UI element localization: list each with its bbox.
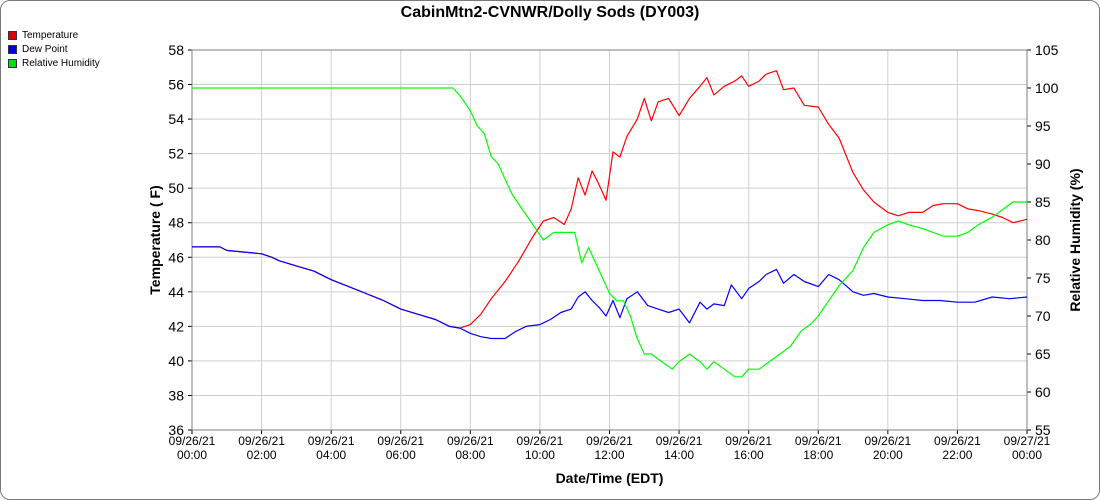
legend-item-dew-point: Dew Point — [8, 42, 100, 56]
legend-label-relative-humidity: Relative Humidity — [22, 57, 100, 69]
x-tick-label-date: 09/26/21 — [238, 434, 285, 448]
x-tick-label-date: 09/27/21 — [1004, 434, 1051, 448]
legend-swatch-dew-point — [8, 44, 17, 54]
x-tick-label-time: 00:00 — [177, 448, 207, 462]
legend-swatch-temperature — [8, 30, 17, 40]
y-left-tick-label: 54 — [168, 111, 184, 127]
x-tick-label-date: 09/26/21 — [934, 434, 981, 448]
y-right-tick-label: 75 — [1035, 270, 1051, 286]
x-tick-label-time: 06:00 — [386, 448, 416, 462]
x-tick-label-date: 09/26/21 — [795, 434, 842, 448]
x-tick-label-date: 09/26/21 — [447, 434, 494, 448]
x-tick-label-time: 18:00 — [803, 448, 833, 462]
legend-label-dew-point: Dew Point — [22, 43, 68, 55]
x-tick-label-time: 00:00 — [1012, 448, 1042, 462]
y-right-tick-label: 105 — [1035, 42, 1059, 58]
x-tick-label-time: 14:00 — [664, 448, 694, 462]
x-tick-label-date: 09/26/21 — [586, 434, 633, 448]
y-left-tick-label: 58 — [168, 42, 184, 58]
x-tick-label-time: 22:00 — [942, 448, 972, 462]
y-left-tick-label: 44 — [168, 284, 184, 300]
y-left-tick-label: 36 — [168, 422, 184, 438]
series-line-dew-point — [192, 246, 1028, 340]
legend-item-temperature: Temperature — [8, 28, 100, 42]
x-tick-label-time: 04:00 — [316, 448, 346, 462]
x-tick-label-time: 20:00 — [873, 448, 903, 462]
plot-border — [191, 49, 1028, 431]
y-right-tick-label: 70 — [1035, 308, 1051, 324]
legend-label-temperature: Temperature — [22, 29, 79, 41]
x-tick-label-date: 09/26/21 — [169, 434, 216, 448]
y-left-tick-label: 38 — [168, 387, 184, 403]
x-tick-label-time: 08:00 — [455, 448, 485, 462]
x-tick-label-time: 12:00 — [594, 448, 624, 462]
y-right-axis-label: Relative Humidity (%) — [1067, 168, 1083, 311]
y-right-tick-label: 95 — [1035, 118, 1051, 134]
x-tick-label-date: 09/26/21 — [725, 434, 772, 448]
y-left-tick-label: 42 — [168, 318, 184, 334]
x-tick-label-time: 10:00 — [525, 448, 555, 462]
y-right-tick-label: 85 — [1035, 194, 1051, 210]
series-line-relative-humidity — [192, 87, 1027, 378]
y-left-tick-label: 46 — [168, 249, 184, 265]
y-left-tick-label: 40 — [168, 353, 184, 369]
x-tick-label-time: 02:00 — [247, 448, 277, 462]
y-left-tick-label: 50 — [168, 180, 184, 196]
chart-title: CabinMtn2-CVNWR/Dolly Sods (DY003) — [400, 4, 700, 21]
x-tick-label-date: 09/26/21 — [864, 434, 911, 448]
y-right-tick-label: 60 — [1035, 384, 1051, 400]
y-right-tick-label: 65 — [1035, 346, 1051, 362]
x-tick-label-date: 09/26/21 — [656, 434, 703, 448]
y-right-tick-label: 80 — [1035, 232, 1051, 248]
legend-item-relative-humidity: Relative Humidity — [8, 56, 100, 70]
x-tick-label-time: 16:00 — [734, 448, 764, 462]
y-right-tick-label: 100 — [1035, 80, 1059, 96]
legend-swatch-relative-humidity — [8, 58, 17, 68]
x-axis-label: Date/Time (EDT) — [556, 470, 664, 486]
y-left-tick-label: 56 — [168, 77, 184, 93]
legend: Temperature Dew Point Relative Humidity — [8, 28, 100, 70]
x-tick-label-date: 09/26/21 — [377, 434, 424, 448]
y-left-tick-label: 52 — [168, 146, 184, 162]
y-left-axis-label: Temperature ( F) — [147, 185, 163, 294]
y-right-tick-label: 90 — [1035, 156, 1051, 172]
x-tick-label-date: 09/26/21 — [308, 434, 355, 448]
x-tick-label-date: 09/26/21 — [517, 434, 564, 448]
y-left-tick-label: 48 — [168, 215, 184, 231]
y-right-tick-label: 55 — [1035, 422, 1051, 438]
